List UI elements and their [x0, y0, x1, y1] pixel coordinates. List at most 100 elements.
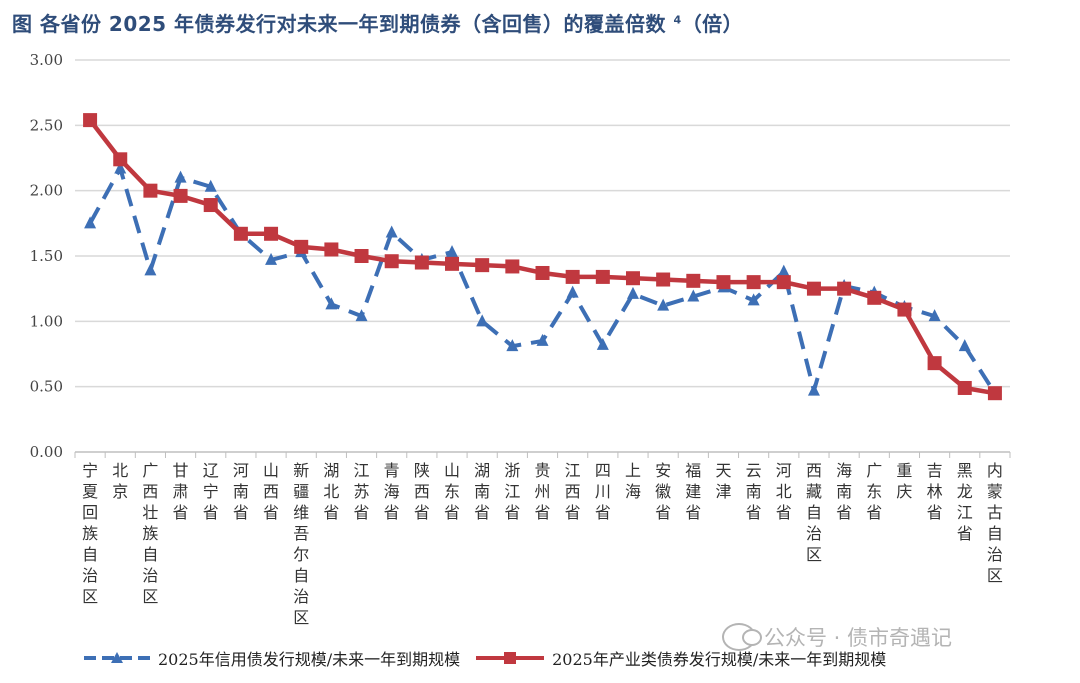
- data-point-credit: [687, 289, 700, 302]
- data-point-industrial: [686, 273, 701, 288]
- data-point-credit: [114, 161, 127, 174]
- data-point-industrial: [625, 271, 640, 286]
- watermark: 公众号 · 债市奇遇记: [722, 622, 952, 652]
- data-point-industrial: [324, 242, 339, 257]
- data-point-industrial: [83, 113, 98, 128]
- x-tick-label: 河南省: [233, 461, 249, 522]
- y-tick-label: 2.00: [30, 182, 63, 200]
- x-tick-label: 福建省: [685, 461, 701, 522]
- x-tick-label: 内蒙古自治区: [987, 461, 1003, 585]
- data-point-credit: [807, 383, 820, 396]
- data-point-industrial: [806, 281, 821, 296]
- data-point-industrial: [957, 380, 972, 395]
- data-point-industrial: [294, 239, 309, 254]
- series-line-credit: [88, 166, 997, 395]
- x-tick-label: 海南省: [836, 461, 852, 522]
- data-point-industrial: [384, 254, 399, 269]
- legend-item-credit: 2025年信用债发行规模/未来一年到期规模: [82, 646, 460, 670]
- legend-swatch-solid-square: [476, 652, 545, 664]
- data-point-industrial: [716, 275, 731, 290]
- data-point-industrial: [203, 198, 218, 213]
- data-point-industrial: [113, 152, 128, 167]
- x-tick-label: 辽宁省: [203, 461, 219, 522]
- chart-title: 图 各省份 2025 年债券发行对未来一年到期债券（含回售）的覆盖倍数 4（倍）: [12, 8, 743, 37]
- x-tick-label: 黑龙江省: [957, 461, 973, 543]
- data-point-industrial: [475, 258, 490, 273]
- x-axis: 宁夏回族自治区北京广西壮族自治区甘肃省辽宁省河南省山西省新疆维吾尔自治区湖北省江…: [74, 451, 1011, 627]
- legend-item-industrial: 2025年产业类债券发行规模/未来一年到期规模: [474, 646, 886, 670]
- data-point-credit: [506, 339, 519, 352]
- data-point-credit: [657, 298, 670, 311]
- data-point-credit: [958, 339, 971, 352]
- x-tick-label: 甘肃省: [173, 461, 189, 522]
- x-tick-label: 天津: [715, 461, 731, 501]
- x-tick-label: 新疆维吾尔自治区: [293, 461, 309, 627]
- data-point-credit: [325, 297, 338, 310]
- chart-title-text: 图 各省份 2025 年债券发行对未来一年到期债券（含回售）的覆盖倍数: [12, 12, 667, 36]
- data-point-credit: [747, 293, 760, 306]
- wechat-icon: [722, 623, 762, 651]
- x-tick-label: 浙江省: [504, 461, 520, 522]
- x-tick-label: 四川省: [595, 461, 611, 522]
- data-point-industrial: [867, 290, 882, 305]
- data-point-industrial: [897, 302, 912, 317]
- legend: 2025年信用债发行规模/未来一年到期规模 2025年产业类债券发行规模/未来一…: [82, 646, 886, 670]
- x-tick-label: 河北省: [776, 461, 792, 522]
- y-tick-label: 1.50: [30, 247, 63, 265]
- data-point-industrial: [927, 356, 942, 371]
- x-tick-label: 山西省: [263, 461, 279, 522]
- x-tick-label: 云南省: [746, 461, 762, 522]
- legend-label-credit: 2025年信用债发行规模/未来一年到期规模: [158, 650, 461, 669]
- x-tick-label: 湖北省: [323, 461, 339, 522]
- x-tick-label: 上海: [625, 461, 641, 501]
- x-tick-label: 山东省: [444, 461, 460, 522]
- data-point-industrial: [776, 275, 791, 290]
- x-tick-label: 宁夏回族自治区: [82, 461, 98, 606]
- x-tick-label: 青海省: [384, 461, 400, 522]
- x-tick-label: 安徽省: [655, 461, 671, 522]
- x-tick-label: 西藏自治区: [806, 461, 822, 564]
- data-point-industrial: [354, 249, 369, 263]
- legend-label-industrial: 2025年产业类债券发行规模/未来一年到期规模: [552, 650, 887, 669]
- data-point-industrial: [143, 183, 158, 198]
- gridlines: [75, 59, 1010, 388]
- x-tick-label: 江西省: [565, 461, 581, 522]
- data-point-industrial: [837, 281, 852, 296]
- data-point-industrial: [535, 265, 550, 280]
- data-point-industrial: [173, 188, 188, 203]
- chart-title-suffix: （倍）: [681, 12, 744, 36]
- series-industrial-bonds: [83, 113, 1002, 401]
- y-tick-label: 1.00: [30, 312, 63, 330]
- x-tick-label: 广东省: [866, 461, 882, 522]
- x-tick-label: 重庆: [896, 461, 912, 501]
- data-point-industrial: [264, 226, 279, 241]
- y-axis-ticks: 0.00 0.50 1.00 1.50 2.00 2.50 3.00: [30, 51, 63, 461]
- data-point-industrial: [445, 256, 460, 271]
- data-point-credit: [265, 252, 278, 265]
- data-point-credit: [626, 286, 639, 299]
- x-tick-label: 北京: [112, 461, 128, 501]
- data-point-credit: [536, 333, 549, 346]
- data-point-credit: [84, 216, 97, 229]
- data-point-credit: [446, 245, 459, 258]
- x-tick-label: 陕西省: [414, 461, 430, 522]
- data-point-credit: [596, 337, 609, 350]
- data-point-credit: [566, 285, 579, 298]
- watermark-text: 公众号 · 债市奇遇记: [764, 626, 953, 650]
- data-point-credit: [928, 309, 941, 322]
- data-point-industrial: [565, 269, 580, 284]
- data-point-industrial: [746, 275, 761, 290]
- data-point-industrial: [233, 226, 248, 241]
- data-point-credit: [476, 314, 489, 327]
- data-point-credit: [174, 170, 187, 183]
- data-point-credit: [355, 309, 368, 322]
- y-tick-label: 2.50: [30, 116, 63, 134]
- data-point-credit: [204, 179, 217, 192]
- x-tick-label: 贵州省: [534, 461, 550, 522]
- x-tick-label: 江苏省: [354, 461, 370, 522]
- x-tick-label: 广西壮族自治区: [142, 461, 158, 606]
- data-point-industrial: [505, 259, 520, 274]
- data-point-credit: [144, 263, 157, 276]
- x-tick-label: 湖南省: [474, 461, 490, 522]
